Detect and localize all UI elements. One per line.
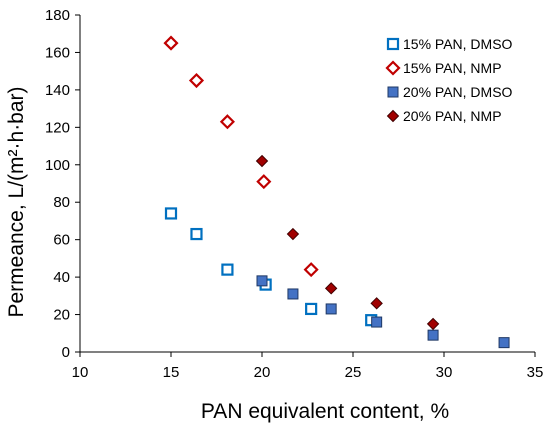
data-point	[427, 329, 439, 341]
data-points	[163, 35, 510, 349]
y-tick-label: 100	[45, 157, 70, 174]
legend-marker-square-open	[386, 37, 400, 51]
y-tick-label: 40	[53, 269, 70, 286]
data-point	[256, 174, 272, 190]
y-ticks: 0 20 40 60 80 100 120 140 160 180	[45, 7, 80, 361]
x-tick-label: 25	[345, 364, 362, 381]
y-tick-label: 140	[45, 82, 70, 99]
y-tick-label: 80	[53, 194, 70, 211]
data-point	[219, 114, 235, 130]
legend-label: 15% PAN, NMP	[403, 60, 502, 76]
legend-item: 20% PAN, DMSO	[387, 84, 513, 100]
data-point	[286, 227, 300, 241]
y-tick-label: 20	[53, 307, 70, 324]
legend-marker	[387, 86, 399, 98]
x-axis-title: PAN equivalent content, %	[201, 400, 449, 423]
data-point	[163, 35, 179, 51]
legend-marker	[386, 37, 400, 51]
legend-marker-square-filled	[387, 86, 399, 98]
data-point	[325, 303, 337, 315]
axes	[79, 15, 535, 353]
y-axis-title: Permeance, L/(m²·h·bar)	[5, 86, 28, 317]
x-tick-label: 15	[163, 364, 180, 381]
legend-item: 20% PAN, NMP	[386, 108, 502, 124]
y-tick-label: 160	[45, 44, 70, 61]
x-tick-label: 35	[527, 364, 544, 381]
data-point	[190, 227, 203, 241]
data-point	[164, 207, 178, 220]
data-point	[324, 282, 338, 295]
data-point	[303, 262, 319, 278]
legend-item: 15% PAN, DMSO	[386, 36, 513, 52]
x-tick-label: 20	[254, 364, 271, 381]
legend: 15% PAN, DMSO 15% PAN, NMP 20% PAN, DMSO…	[385, 36, 513, 124]
series-2	[163, 35, 319, 278]
data-point	[370, 297, 383, 310]
y-tick-label: 180	[45, 7, 70, 24]
data-point	[256, 275, 268, 287]
legend-marker-diamond-filled	[386, 109, 400, 123]
legend-label: 20% PAN, DMSO	[403, 84, 513, 100]
y-tick-label: 0	[62, 344, 70, 361]
x-tick-label: 30	[436, 364, 453, 381]
legend-marker-diamond-open	[385, 60, 401, 76]
legend-marker	[385, 60, 401, 76]
legend-label: 20% PAN, NMP	[403, 108, 502, 124]
x-ticks: 10 15 20 25 30 35	[72, 352, 544, 381]
data-point	[426, 317, 440, 331]
legend-marker	[386, 109, 400, 123]
data-point	[221, 263, 234, 276]
data-point	[255, 154, 269, 168]
data-point	[305, 302, 318, 316]
data-point	[287, 288, 299, 300]
series-4	[255, 154, 440, 331]
y-tick-label: 120	[45, 119, 70, 136]
data-point	[371, 316, 383, 328]
series-1	[164, 207, 378, 327]
x-tick-label: 10	[72, 364, 89, 381]
series-3	[256, 275, 510, 349]
legend-label: 15% PAN, DMSO	[403, 36, 513, 52]
data-point	[188, 72, 205, 89]
y-tick-label: 60	[53, 232, 70, 249]
data-point	[498, 337, 510, 349]
legend-item: 15% PAN, NMP	[385, 60, 502, 76]
